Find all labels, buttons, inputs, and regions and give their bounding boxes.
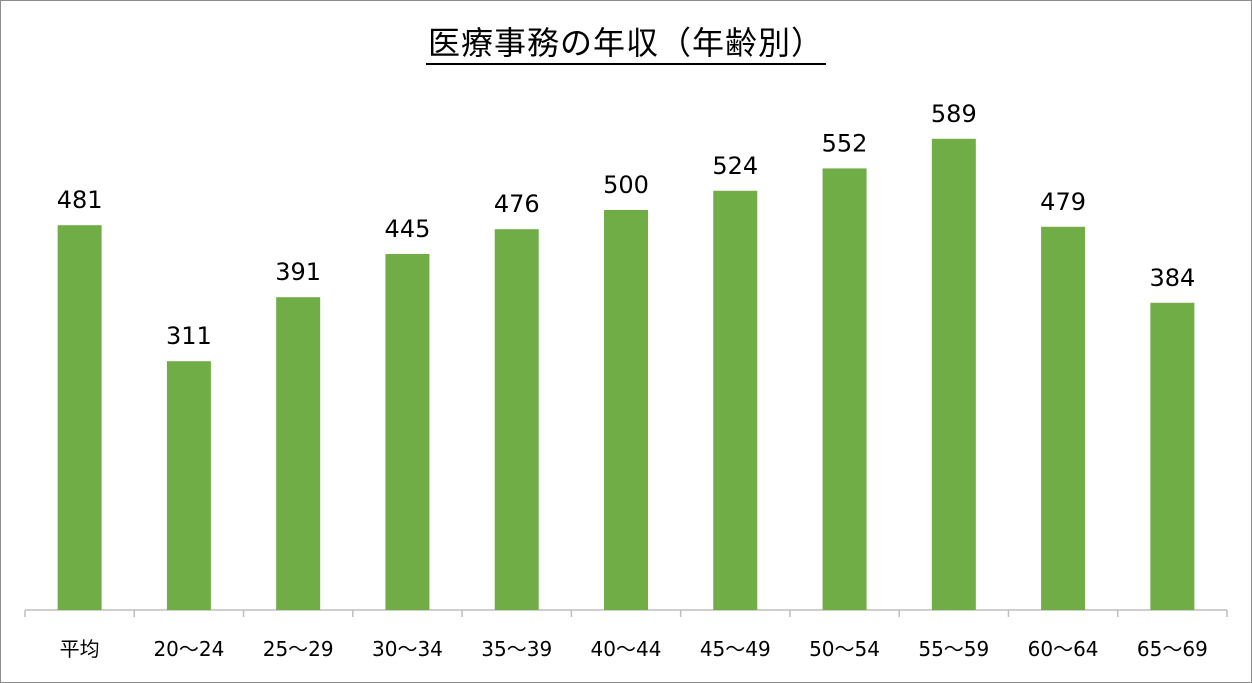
x-tick-label-5: 40〜44 xyxy=(591,637,662,661)
bar-0 xyxy=(57,225,102,610)
data-label-9: 479 xyxy=(1040,188,1086,216)
x-tick-label-1: 20〜24 xyxy=(153,637,224,661)
bar-6 xyxy=(713,190,758,611)
bar-7 xyxy=(822,168,867,610)
data-label-1: 311 xyxy=(166,322,212,350)
x-tick-label-8: 55〜59 xyxy=(918,637,989,661)
bar-3 xyxy=(385,254,430,610)
bar-10 xyxy=(1150,302,1195,610)
bar-8 xyxy=(931,138,976,611)
x-tick-label-0: 平均 xyxy=(60,637,100,661)
chart-title-wrap: 医療事務の年収（年齢別） xyxy=(0,18,1252,65)
data-label-10: 384 xyxy=(1149,264,1195,292)
data-label-4: 476 xyxy=(494,190,540,218)
bar-2 xyxy=(276,297,321,610)
chart-title: 医療事務の年収（年齢別） xyxy=(425,24,826,65)
bar-9 xyxy=(1041,226,1086,611)
x-tick-label-9: 60〜64 xyxy=(1028,637,1099,661)
bar-4 xyxy=(494,229,539,610)
data-label-0: 481 xyxy=(57,186,103,214)
x-tick-label-3: 30〜34 xyxy=(372,637,443,661)
data-label-2: 391 xyxy=(275,258,321,286)
x-tick-label-10: 65〜69 xyxy=(1137,637,1208,661)
data-label-7: 552 xyxy=(822,129,868,157)
data-label-3: 445 xyxy=(385,215,431,243)
bar-5 xyxy=(604,210,648,610)
bar-1 xyxy=(166,361,211,610)
x-tick-label-2: 25〜29 xyxy=(263,637,334,661)
x-tick-label-4: 35〜39 xyxy=(481,637,552,661)
x-tick-label-7: 50〜54 xyxy=(809,637,880,661)
x-tick-label-6: 45〜49 xyxy=(700,637,771,661)
data-label-6: 524 xyxy=(712,152,758,180)
data-label-8: 589 xyxy=(931,100,977,128)
data-label-5: 500 xyxy=(603,171,649,199)
